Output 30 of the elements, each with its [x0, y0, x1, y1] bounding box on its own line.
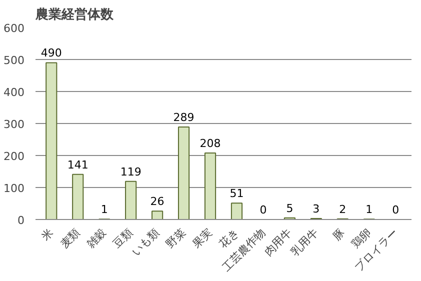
x-tick-label: 雑穀	[84, 226, 109, 251]
x-tick-label: 果実	[190, 226, 215, 251]
data-label: 0	[260, 204, 267, 216]
y-tick-label: 500	[4, 54, 25, 67]
y-tick-label: 400	[4, 86, 25, 99]
x-tick-label: 米	[39, 226, 56, 243]
y-tick-label: 0	[18, 214, 24, 227]
data-label: 51	[230, 187, 244, 200]
x-tick-label: 豚	[330, 226, 348, 243]
data-label: 3	[312, 202, 320, 216]
data-label: 26	[150, 195, 164, 208]
y-tick-label: 600	[4, 22, 25, 35]
data-label: 141	[67, 158, 88, 172]
data-label: 208	[200, 136, 221, 150]
x-tick-label: 鶏卵	[348, 226, 374, 251]
data-label: 1	[366, 203, 373, 216]
data-label: 289	[173, 111, 194, 124]
x-tick-label: 豆類	[110, 226, 136, 251]
y-tick-label: 100	[4, 182, 25, 195]
data-label: 490	[40, 46, 62, 60]
chart-title: 農業経営体数	[34, 6, 114, 22]
y-tick-label: 300	[4, 118, 25, 131]
data-label: 5	[286, 202, 294, 215]
x-tick-label: 野菜	[164, 226, 188, 251]
data-label: 2	[339, 202, 346, 216]
data-label: 119	[120, 165, 142, 178]
y-tick-label: 200	[4, 150, 25, 163]
data-label: 1	[100, 203, 108, 216]
data-label: 0	[392, 204, 400, 216]
x-tick-label: 麦類	[58, 226, 82, 251]
